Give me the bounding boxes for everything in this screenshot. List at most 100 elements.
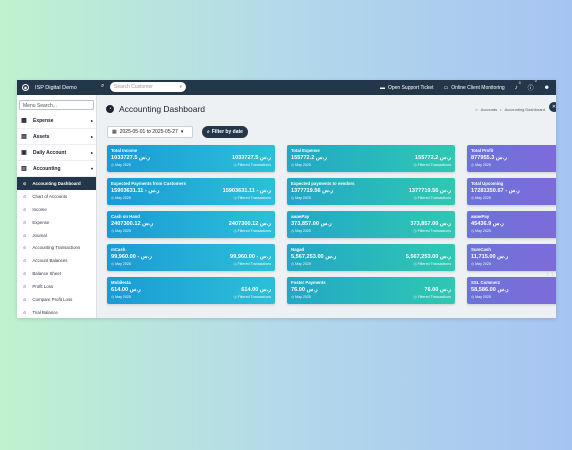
card-title: Expected payments to vendors: [291, 181, 355, 186]
sidebar-group-expense[interactable]: ▦ Expense ▸: [17, 113, 96, 129]
caret-right-icon: ▸: [90, 118, 93, 123]
monitor-icon: ▭: [443, 84, 449, 91]
sidebar-item-accounting-dashboard[interactable]: ⊙ Accounting Dashboard: [17, 177, 96, 190]
card-amount: 15903631.11 - ر.س: [111, 188, 160, 194]
sidebar-item-label: Chart of Accounts: [32, 193, 68, 199]
card-title: Expected Payments from Customers: [111, 181, 186, 186]
sidebar-group-assets[interactable]: ▤ Assets ▸: [17, 129, 96, 145]
date-range-picker[interactable]: ▦ 2025-05-01 to 2025-05-27 ▾: [107, 126, 193, 138]
search-icon[interactable]: ⌕: [101, 83, 105, 89]
ticket-icon: ▬: [379, 84, 385, 91]
online-client-monitoring-link[interactable]: ▭ Online Client Monitoring: [444, 85, 505, 91]
summary-card[interactable]: Cash on Hand 2407300.12 ر.س 2407300.12 ر.س…: [107, 211, 275, 238]
info-button[interactable]: ⓘ 0: [527, 80, 537, 92]
clock-icon: ◷: [291, 295, 295, 299]
calendar-icon: ▦: [112, 129, 117, 135]
summary-card[interactable]: Foster Payments 76.00 ر.س 76.00 ر.س ◷ May 2…: [287, 277, 455, 304]
sidebar-group-accounting[interactable]: ▥ Accounting ▾: [17, 161, 96, 177]
sidebar-item-compare-profit-loss[interactable]: ⊙ Compare Profit Loss: [17, 293, 96, 306]
bullet-icon: ⊙: [23, 232, 27, 238]
user-menu-button[interactable]: ☻: [544, 85, 550, 91]
menu-search-input[interactable]: Menu Search...: [19, 100, 94, 110]
sidebar-item-accounting-transactions[interactable]: ⊙ Accounting Transactions: [17, 241, 96, 254]
close-icon[interactable]: ✕: [549, 102, 556, 112]
card-note: Filtered Transactions: [237, 196, 271, 200]
card-note: Filtered Transactions: [417, 196, 451, 200]
sidebar-item-journal[interactable]: ⊙ Journal: [17, 229, 96, 242]
summary-card[interactable]: mCash 99,960.00 - ر.س 99,960.00 - ر.س ◷ May…: [107, 244, 275, 271]
sidebar-item-label: Expense: [32, 219, 50, 225]
summary-card[interactable]: Total Expense 155772.2 ر.س 155772.2 ر.س ◷ M…: [287, 145, 455, 172]
breadcrumb-root[interactable]: Accounts: [480, 107, 498, 112]
card-amount-right: 99,960.00 - ر.س: [230, 254, 271, 260]
card-amount-right: 5,567,253.00 ر.س: [405, 254, 451, 260]
card-title: SSL Commerz: [471, 280, 501, 285]
card-amount: 1377719.56 ر.س: [291, 188, 334, 194]
sidebar-item-balance-sheet[interactable]: ⊙ Balance Sheet: [17, 267, 96, 280]
sidebar-group-label: Expense: [33, 117, 54, 124]
bullet-icon: ⊙: [23, 258, 27, 264]
card-month: May 2025: [295, 196, 311, 200]
user-icon: ☻: [543, 84, 550, 91]
card-amount: 11,715.00 ر.س: [471, 254, 509, 260]
card-month: May 2025: [475, 229, 491, 233]
customer-search-select[interactable]: Search Customer ▾: [110, 82, 186, 92]
card-note: Filtered Transactions: [237, 163, 271, 167]
sidebar-item-account-balances[interactable]: ⊙ Account Balances: [17, 254, 96, 267]
clock-icon: ◷: [111, 196, 115, 200]
card-amount-right: 15903631.11 - ر.س: [222, 188, 271, 194]
filter-by-date-button[interactable]: ⌕ Filter by date: [202, 126, 248, 138]
sidebar-item-label: Compare Profit Loss: [32, 296, 73, 302]
sidebar-item-label: Balance Sheet: [32, 271, 61, 277]
sidebar: Menu Search... ▦ Expense ▸ ▤ Assets ▸ ▣ …: [17, 95, 97, 318]
summary-card[interactable]: Nagad 5,567,253.00 ر.س 5,567,253.00 ر.س ◷ M…: [287, 244, 455, 271]
sidebar-item-label: Account Balances: [32, 258, 68, 264]
card-note: Filtered Transactions: [237, 295, 271, 299]
notifications-button[interactable]: ♪ 0: [515, 80, 521, 91]
card-amount-right: 1033727.5 ر.س: [231, 155, 271, 161]
card-title: Mobilecta: [111, 280, 131, 285]
filter-icon: ◷: [233, 196, 237, 200]
info-icon: ⓘ: [527, 86, 534, 92]
page-title: Accounting Dashboard: [119, 104, 206, 114]
resize-handle-icon[interactable]: ⋮⋮: [545, 273, 555, 279]
bullet-icon: ⊙: [23, 271, 27, 277]
brand[interactable]: ◉ ISP Digital Demo: [22, 84, 77, 91]
card-month: May 2025: [115, 229, 131, 233]
card-month: May 2025: [475, 163, 491, 167]
sidebar-item-trial-balance[interactable]: ⊙ Trial Balance: [17, 306, 96, 318]
card-title: аманPay: [291, 214, 310, 219]
summary-card[interactable]: Total Income 1033727.5 ر.س 1033727.5 ر.س ◷ …: [107, 145, 275, 172]
summary-card[interactable]: аманPay 373,857.00 ر.س 373,857.00 ر.س ◷ May…: [287, 211, 455, 238]
sidebar-item-chart-of-accounts[interactable]: ⊙ Chart of Accounts: [17, 190, 96, 203]
sidebar-item-label: Trial Balance: [32, 309, 58, 315]
sidebar-item-income[interactable]: ⊙ Income: [17, 203, 96, 216]
sidebar-item-expense[interactable]: ⊙ Expense: [17, 216, 96, 229]
card-title: аманPay: [471, 214, 490, 219]
open-support-ticket-link[interactable]: ▬ Open Support Ticket: [380, 85, 434, 91]
sidebar-item-profit-loss[interactable]: ⊙ Profit Loss: [17, 280, 96, 293]
summary-card[interactable]: Expected payments to vendors 1377719.56 ر…: [287, 178, 455, 205]
card-note: Filtered Transactions: [417, 163, 451, 167]
notification-count-badge: 0: [518, 80, 521, 85]
sidebar-item-label: Accounting Dashboard: [32, 180, 81, 186]
card-amount-right: 2407300.12 ر.س: [228, 221, 271, 227]
card-amount: 76.00 ر.س: [291, 287, 318, 293]
card-note: Filtered Transactions: [417, 295, 451, 299]
filter-icon: ◷: [413, 262, 417, 266]
expense-icon: ▦: [21, 118, 27, 124]
bullet-icon: ⊙: [23, 284, 27, 290]
clock-icon: ◷: [111, 295, 115, 299]
sidebar-group-daily-account[interactable]: ▣ Daily Account ▸: [17, 145, 96, 161]
summary-card[interactable]: Mobilecta 614.00 ر.س 614.00 ر.س ◷ May 2025 ◷…: [107, 277, 275, 304]
bullet-icon: ⊙: [23, 180, 27, 186]
card-amount: 877955.3 ر.س: [471, 155, 507, 161]
card-title: Total Income: [111, 148, 138, 153]
summary-card[interactable]: Expected Payments from Customers 15903631…: [107, 178, 275, 205]
card-month: May 2025: [475, 196, 491, 200]
